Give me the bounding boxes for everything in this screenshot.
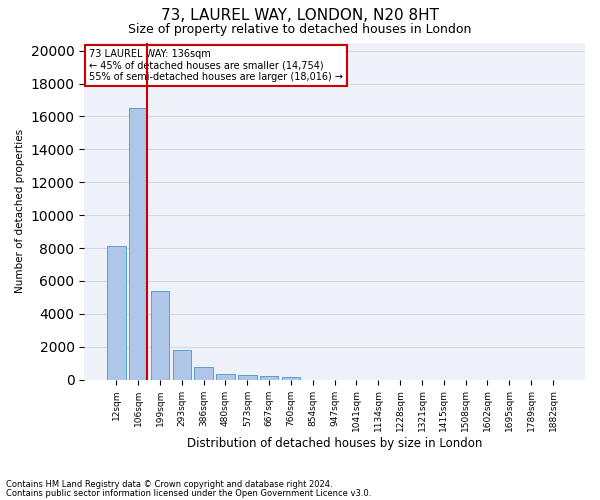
Bar xyxy=(194,368,213,380)
Bar xyxy=(151,291,169,380)
Bar xyxy=(216,374,235,380)
Y-axis label: Number of detached properties: Number of detached properties xyxy=(15,129,25,293)
Bar xyxy=(238,375,257,380)
Bar xyxy=(173,350,191,380)
Text: Size of property relative to detached houses in London: Size of property relative to detached ho… xyxy=(128,22,472,36)
Text: Contains public sector information licensed under the Open Government Licence v3: Contains public sector information licen… xyxy=(6,489,371,498)
Bar xyxy=(129,108,148,380)
Text: 73, LAUREL WAY, LONDON, N20 8HT: 73, LAUREL WAY, LONDON, N20 8HT xyxy=(161,8,439,22)
Text: Contains HM Land Registry data © Crown copyright and database right 2024.: Contains HM Land Registry data © Crown c… xyxy=(6,480,332,489)
Bar xyxy=(107,246,125,380)
Bar xyxy=(260,376,278,380)
X-axis label: Distribution of detached houses by size in London: Distribution of detached houses by size … xyxy=(187,437,482,450)
Text: 73 LAUREL WAY: 136sqm
← 45% of detached houses are smaller (14,754)
55% of semi-: 73 LAUREL WAY: 136sqm ← 45% of detached … xyxy=(89,49,343,82)
Bar xyxy=(281,377,300,380)
